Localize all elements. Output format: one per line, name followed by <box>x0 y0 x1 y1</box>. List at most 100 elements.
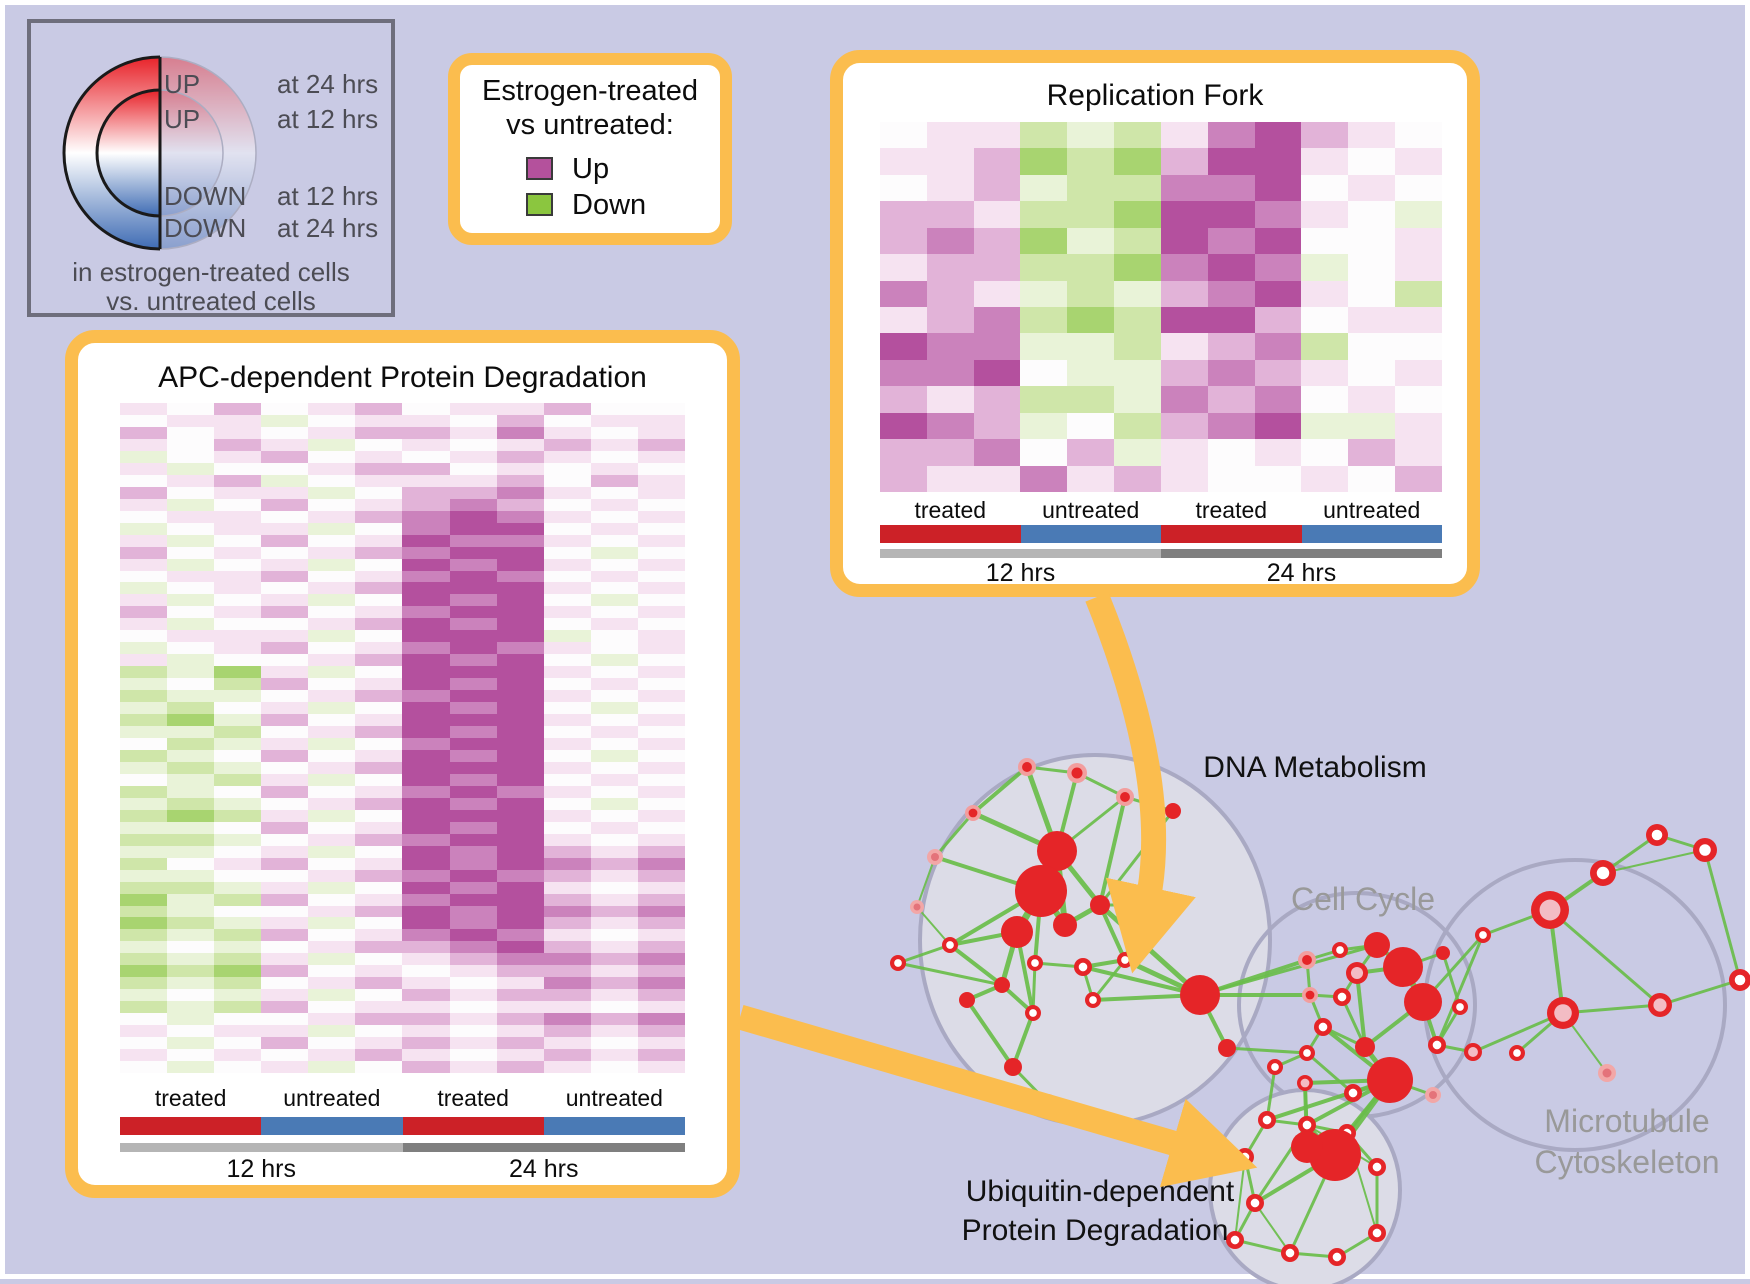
network-edge <box>1082 958 1126 969</box>
heatmap-cell <box>973 439 1021 466</box>
heatmap-cell <box>590 833 638 846</box>
time-label: 24 hrs <box>509 1155 579 1183</box>
heatmap-cell <box>355 881 403 894</box>
heatmap-cell <box>449 582 497 595</box>
node-core <box>1136 901 1144 909</box>
heatmap-cell <box>449 857 497 870</box>
heatmap-cell <box>355 773 403 786</box>
heatmap-cell <box>1067 201 1115 228</box>
heatmap-cell <box>308 438 356 451</box>
heatmap-cell <box>543 714 591 727</box>
heatmap-cell <box>880 254 927 281</box>
heatmap-cell <box>1395 359 1442 387</box>
heatmap-cell <box>308 929 356 942</box>
heatmap-cell <box>308 642 356 655</box>
heatmap-cell <box>308 403 356 415</box>
heatmap-cell <box>355 450 403 463</box>
heatmap-cell <box>261 510 309 523</box>
heatmap-cell <box>590 1001 638 1014</box>
network-edge <box>1015 931 1035 1014</box>
heatmap-cell <box>1348 386 1396 413</box>
heatmap-cell <box>449 630 497 643</box>
heatmap-cell <box>1348 465 1396 492</box>
heatmap-cell <box>167 977 215 990</box>
network-edge <box>1092 993 1201 1002</box>
network-edge <box>1226 1046 1308 1055</box>
heatmap-cell <box>637 761 685 774</box>
heatmap-cell <box>449 1001 497 1014</box>
heatmap-cell <box>637 797 685 810</box>
heatmap-cell <box>214 1061 262 1073</box>
heatmap-cell <box>308 630 356 643</box>
heatmap-cell <box>167 738 215 750</box>
heatmap-cell <box>355 666 403 679</box>
heatmap-cell <box>167 498 215 511</box>
down-color-swatch <box>526 193 553 216</box>
network-edge <box>1243 1156 1257 1204</box>
heatmap-cell <box>637 474 685 487</box>
heatmap-cell <box>926 280 974 307</box>
heatmap-cell <box>543 654 591 667</box>
network-edge <box>1703 849 1742 981</box>
heatmap-cell <box>308 977 356 990</box>
heatmap-cell <box>543 498 591 511</box>
heatmap-cell <box>120 738 168 750</box>
node-white-center <box>1029 1009 1037 1017</box>
down-outer-time: at 24 hrs <box>277 213 379 243</box>
heatmap-cell <box>120 917 168 930</box>
replication-fork-panel: Replication Fork treated untreated treated… <box>830 50 1480 597</box>
heatmap-cell <box>308 726 356 738</box>
heatmap-cell <box>308 905 356 918</box>
heatmap-cell <box>261 414 309 427</box>
heatmap-cell <box>449 1025 497 1038</box>
heatmap-cell <box>1254 333 1302 360</box>
heatmap-cell <box>167 522 215 535</box>
node-ring <box>1246 1194 1264 1212</box>
heatmap-cell <box>120 582 168 595</box>
heatmap-cell <box>120 714 168 727</box>
network-edge <box>1000 983 1035 1015</box>
heatmap-cell <box>120 690 168 703</box>
heatmap-cell <box>543 510 591 523</box>
heatmap-cell <box>1395 148 1442 175</box>
heatmap-cell <box>261 941 309 954</box>
heatmap-cell <box>637 738 685 750</box>
network-edge <box>1031 962 1037 1014</box>
heatmap-cell <box>1067 280 1115 307</box>
node-white-center <box>1318 1022 1328 1032</box>
heatmap-cell <box>308 893 356 906</box>
node-white-center <box>1302 1120 1312 1130</box>
heatmap-cell <box>214 989 262 1002</box>
node-solid <box>994 977 1010 993</box>
heatmap-cell <box>1395 412 1442 440</box>
heatmap-cell <box>167 917 215 930</box>
heatmap-cell <box>637 486 685 499</box>
heatmap-cell <box>880 174 927 202</box>
node-faded <box>910 900 924 914</box>
heatmap-cell <box>543 630 591 643</box>
heatmap-cell <box>355 1037 403 1050</box>
heatmap-cell <box>973 412 1021 440</box>
heatmap-cell <box>402 510 450 523</box>
heatmap-cell <box>120 630 168 643</box>
heatmap-cell <box>355 474 403 487</box>
heatmap-cell <box>167 450 215 463</box>
group-label: untreated <box>1323 497 1421 523</box>
node-core <box>1071 767 1083 779</box>
heatmap-cell <box>543 797 591 810</box>
heatmap-cell <box>120 773 168 786</box>
node-faded-core <box>1602 1068 1612 1078</box>
heatmap-cell <box>214 833 262 846</box>
heatmap-cell <box>543 953 591 966</box>
heatmap-cell <box>167 905 215 918</box>
heatmap-cell <box>402 606 450 619</box>
heatmap-cell <box>402 450 450 463</box>
hrs12-bar <box>120 1143 403 1152</box>
network-edge <box>1198 994 1229 1049</box>
heatmap-cell <box>167 570 215 583</box>
heatmap-cell <box>590 797 638 810</box>
heatmap-cell <box>1020 174 1068 202</box>
heatmap-cell <box>355 426 403 439</box>
node-solid <box>1053 913 1077 937</box>
heatmap-cell <box>543 857 591 870</box>
